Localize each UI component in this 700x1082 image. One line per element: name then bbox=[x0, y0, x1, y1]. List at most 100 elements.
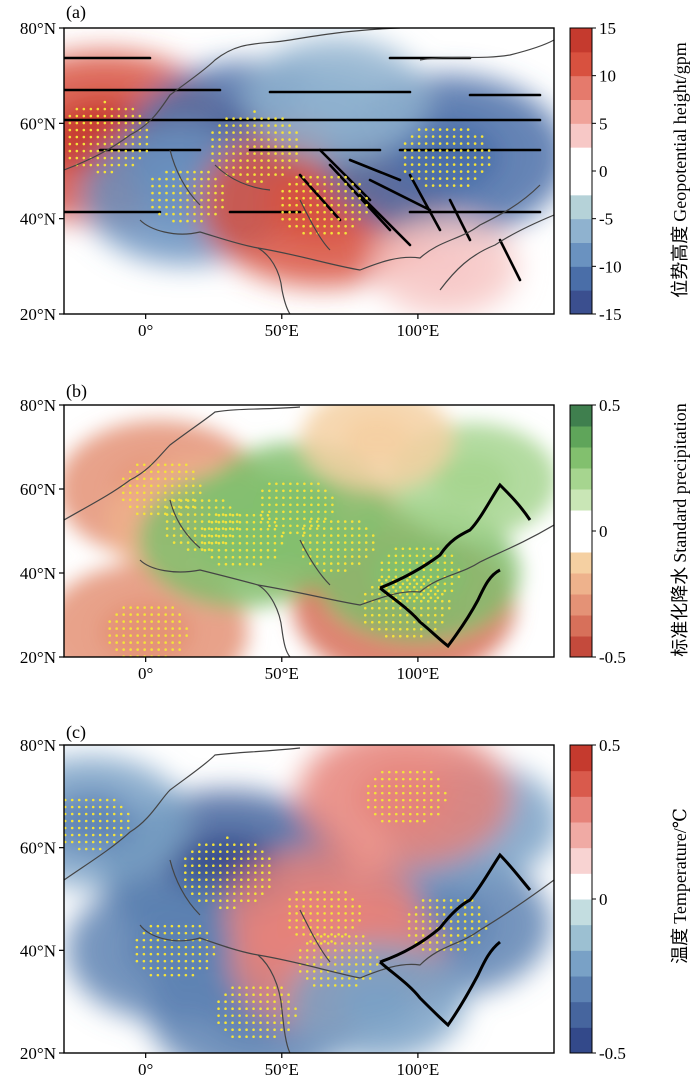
significance-dot bbox=[452, 156, 456, 159]
significance-dot bbox=[205, 959, 209, 963]
panel-c-colorbar-title-cn: 温度 bbox=[670, 928, 690, 964]
significance-dot bbox=[207, 170, 210, 174]
significance-dot bbox=[260, 124, 263, 127]
significance-dot bbox=[398, 627, 402, 631]
significance-dot bbox=[96, 135, 100, 139]
significance-dot bbox=[426, 599, 430, 603]
significance-dot bbox=[245, 1035, 248, 1039]
significance-dot bbox=[316, 210, 319, 214]
significance-dot bbox=[412, 606, 416, 610]
significance-dot bbox=[157, 606, 160, 609]
significance-dot bbox=[322, 534, 326, 537]
significance-dot bbox=[205, 899, 208, 903]
significance-dot bbox=[289, 531, 292, 535]
significance-dot bbox=[463, 913, 467, 916]
significance-dot bbox=[323, 905, 326, 908]
significance-dot bbox=[417, 135, 421, 138]
significance-dot bbox=[245, 555, 249, 559]
significance-dot bbox=[401, 791, 405, 795]
significance-dot bbox=[210, 555, 214, 559]
anomaly-core-8 bbox=[371, 542, 465, 604]
significance-dot bbox=[463, 941, 467, 944]
significance-dot bbox=[224, 1028, 227, 1032]
significance-dot bbox=[288, 926, 291, 929]
significance-dot bbox=[288, 905, 291, 908]
significance-dot bbox=[171, 620, 174, 623]
significance-dot bbox=[384, 620, 388, 624]
significance-dot bbox=[296, 510, 299, 514]
significance-dot bbox=[184, 463, 188, 467]
significance-dot bbox=[296, 531, 299, 535]
significance-dot bbox=[231, 534, 235, 538]
significance-dot bbox=[207, 184, 210, 188]
significance-dot bbox=[198, 952, 202, 956]
significance-dot bbox=[401, 596, 405, 600]
significance-dot bbox=[280, 986, 283, 990]
significance-dot bbox=[268, 871, 271, 875]
significance-dot bbox=[117, 107, 121, 111]
significance-dot bbox=[354, 942, 358, 945]
significance-dot bbox=[350, 520, 354, 523]
significance-dot bbox=[211, 152, 214, 155]
significance-dot bbox=[445, 142, 449, 145]
significance-dot bbox=[288, 145, 291, 148]
significance-dot bbox=[245, 520, 249, 524]
significance-dot bbox=[343, 562, 347, 565]
significance-dot bbox=[310, 517, 313, 521]
significance-dot bbox=[343, 534, 347, 537]
x-tick-label: 50°E bbox=[265, 321, 299, 340]
significance-dot bbox=[422, 582, 426, 586]
significance-dot bbox=[124, 142, 128, 146]
significance-dot bbox=[436, 784, 440, 788]
significance-dot bbox=[266, 541, 270, 545]
significance-dot bbox=[350, 541, 354, 544]
significance-dot bbox=[316, 189, 319, 193]
significance-dot bbox=[303, 496, 306, 500]
significance-dot bbox=[253, 124, 256, 127]
y-tick-label: 20°N bbox=[20, 648, 56, 667]
significance-dot bbox=[143, 613, 146, 616]
significance-dot bbox=[198, 938, 202, 942]
significance-dot bbox=[198, 899, 201, 903]
significance-dot bbox=[330, 912, 333, 915]
significance-dot bbox=[449, 934, 453, 937]
significance-dot bbox=[98, 805, 102, 809]
significance-dot bbox=[70, 805, 74, 809]
significance-dot bbox=[370, 613, 374, 617]
significance-dot bbox=[350, 555, 354, 558]
significance-dot bbox=[207, 205, 210, 209]
significance-dot bbox=[156, 463, 160, 467]
significance-dot bbox=[218, 124, 221, 127]
significance-dot bbox=[387, 777, 391, 781]
panel-a-colorbar-title-cn: 位势高度 bbox=[670, 226, 690, 298]
significance-dot bbox=[312, 956, 316, 959]
significance-dot bbox=[377, 620, 381, 624]
significance-dot bbox=[170, 966, 174, 970]
significance-dot bbox=[232, 152, 235, 155]
significance-dot bbox=[138, 121, 142, 125]
significance-dot bbox=[344, 933, 347, 936]
significance-dot bbox=[186, 513, 190, 516]
significance-dot bbox=[233, 906, 236, 910]
significance-dot bbox=[157, 634, 160, 637]
significance-dot bbox=[357, 534, 361, 537]
significance-dot bbox=[443, 589, 447, 593]
significance-dot bbox=[456, 899, 460, 902]
significance-dot bbox=[191, 973, 195, 977]
significance-dot bbox=[305, 977, 309, 980]
significance-dot bbox=[398, 585, 402, 589]
significance-dot bbox=[436, 777, 440, 781]
significance-dot bbox=[401, 805, 405, 809]
significance-dot bbox=[296, 496, 299, 500]
significance-dot bbox=[115, 613, 118, 616]
significance-dot bbox=[156, 931, 160, 935]
significance-dot bbox=[414, 913, 418, 916]
significance-dot bbox=[275, 524, 278, 528]
significance-dot bbox=[288, 898, 291, 901]
significance-dot bbox=[429, 575, 433, 579]
significance-dot bbox=[422, 770, 426, 774]
significance-dot bbox=[358, 905, 361, 908]
significance-dot bbox=[245, 993, 248, 997]
significance-dot bbox=[315, 520, 319, 523]
